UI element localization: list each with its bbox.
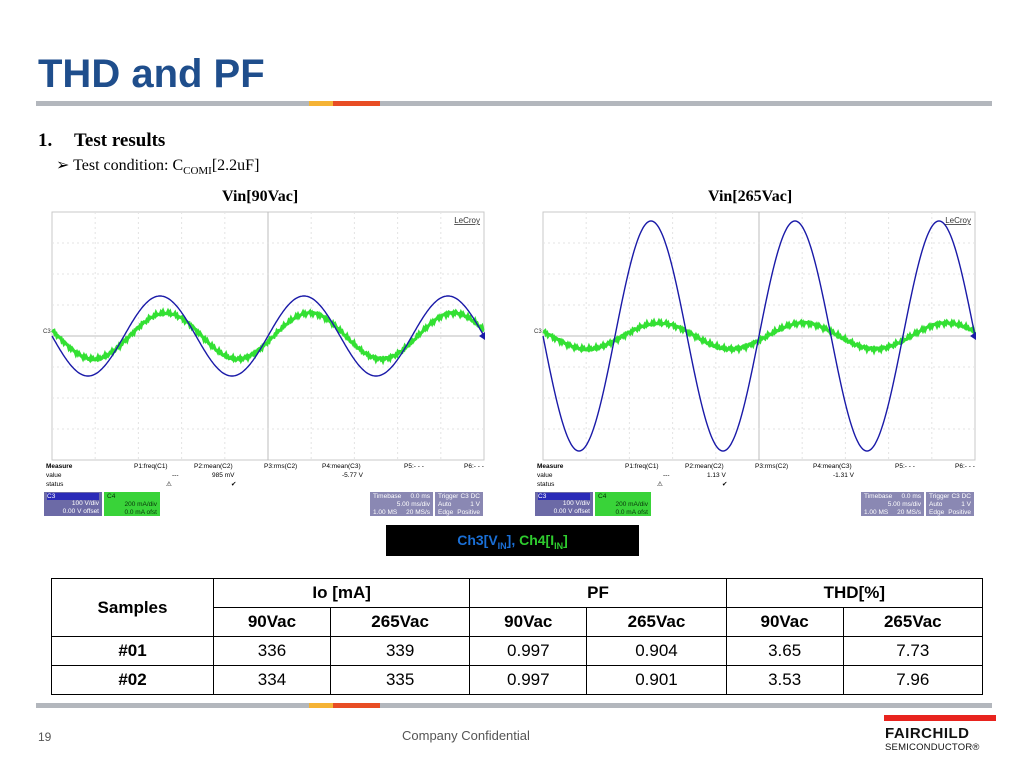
footer-rule-accent-yellow <box>309 703 333 708</box>
subheader: 265Vac <box>329 607 471 637</box>
table-cell: 3.53 <box>725 665 844 695</box>
measure-value-row: value --- 985 mV -5.77 V <box>46 472 363 479</box>
table-cell: 3.65 <box>725 636 844 666</box>
table-cell: 0.904 <box>586 636 727 666</box>
channel-ground-marker: C3 <box>534 329 542 335</box>
subheader: 90Vac <box>469 607 588 637</box>
legend-ch3: Ch3[VIN] <box>457 532 512 551</box>
measure-value-row: value --- 1.13 V -1.31 V <box>537 472 854 479</box>
sample-id: #01 <box>51 636 214 666</box>
c3-channel-box: C3 100 V/div 0.00 V offset <box>44 492 102 516</box>
table-cell: 0.997 <box>469 665 588 695</box>
voltage-trace-ch3 <box>542 220 976 452</box>
measure-status-row: status ⚠ ✔ <box>537 481 728 488</box>
condition-subscript: COMI <box>183 165 212 178</box>
caption-right: Vin[265Vac] <box>708 188 793 205</box>
legend-ch4: Ch4[IIN] <box>519 532 568 551</box>
table-row: #02 334 335 0.997 0.901 3.53 7.96 <box>51 665 984 695</box>
slide-title: THD and PF <box>38 52 265 96</box>
table-cell: 339 <box>329 636 471 666</box>
measure-panel: Measure P1:freq(C1) P2:mean(C2) P3:rms(C… <box>535 462 975 490</box>
bullet-arrow-icon: ➢ <box>56 157 70 174</box>
table-cell: 336 <box>213 636 331 666</box>
footer-rule <box>36 703 992 708</box>
timebase-box: Timebase 0.0 ms 5.00 ms/div 1.00 MS 20 MS/… <box>370 492 433 516</box>
measure-header-row: Measure P1:freq(C1) P2:mean(C2) P3:rms(C… <box>46 463 484 470</box>
table-header-row: Samples Io [mA] PF THD[%] <box>51 578 984 637</box>
subheader: 90Vac <box>213 607 331 637</box>
sample-id: #02 <box>51 665 214 695</box>
measure-header-row: Measure P1:freq(C1) P2:mean(C2) P3:rms(C… <box>537 463 975 470</box>
trigger-level-marker <box>970 332 976 340</box>
section-title: Test results <box>74 130 166 151</box>
logo-subtitle: SEMICONDUCTOR® <box>885 742 980 753</box>
subheader: 265Vac <box>842 607 984 637</box>
c3-channel-box: C3 100 V/div 0.00 V offset <box>535 492 593 516</box>
oscilloscope-capture-265vac: LeCroy C3 Measure P1:freq(C1) P2:mean(C2)… <box>533 208 976 518</box>
fairchild-logo: FAIRCHILD SEMICONDUCTOR® <box>884 713 998 755</box>
table-cell: 0.901 <box>586 665 727 695</box>
measure-status-row: status ⚠ ✔ <box>46 481 237 488</box>
test-condition: ➢ Test condition: CCOMI[2.2uF] <box>56 155 259 177</box>
table-row: #01 336 339 0.997 0.904 3.65 7.73 <box>51 636 984 666</box>
c4-channel-box: C4 200 mA/div 0.0 mA ofst <box>104 492 160 516</box>
logo-bar <box>884 715 996 721</box>
voltage-trace-ch3 <box>51 295 485 377</box>
table-cell: 335 <box>329 665 471 695</box>
title-rule <box>36 101 992 106</box>
table-cell: 7.73 <box>842 636 984 666</box>
channel-legend: Ch3[VIN], Ch4[IIN] <box>386 525 639 556</box>
scope-screen: LeCroy C3 <box>43 211 485 461</box>
condition-prefix: Test condition: C <box>73 157 184 174</box>
group-header-io: Io [mA] <box>212 578 471 608</box>
group-header-pf: PF <box>469 578 727 608</box>
page-number: 19 <box>38 730 52 744</box>
subheader: 90Vac <box>725 607 844 637</box>
trigger-box: Trigger C3 DC Auto 1 V Edge Positive <box>435 492 483 516</box>
section-number: 1. <box>38 130 53 151</box>
logo-wordmark: FAIRCHILD <box>885 725 970 742</box>
current-trace-ch4 <box>51 307 485 366</box>
measure-panel: Measure P1:freq(C1) P2:mean(C2) P3:rms(C… <box>44 462 484 490</box>
subheader: 265Vac <box>586 607 727 637</box>
trigger-level-marker <box>479 332 485 340</box>
table-cell: 0.997 <box>469 636 588 666</box>
caption-left: Vin[90Vac] <box>222 188 299 205</box>
channel-ground-marker: C3 <box>43 329 51 335</box>
table-cell: 334 <box>213 665 331 695</box>
lecroy-brand-label: LeCroy <box>945 216 971 225</box>
scope-screen: LeCroy C3 <box>534 211 976 461</box>
results-table: Samples Io [mA] PF THD[%] 90Vac 265Vac 9… <box>51 578 984 695</box>
confidential-label: Company Confidential <box>402 728 530 743</box>
title-rule-accent-yellow <box>309 101 333 106</box>
condition-suffix: [2.2uF] <box>211 157 260 174</box>
trigger-box: Trigger C3 DC Auto 1 V Edge Positive <box>926 492 974 516</box>
title-rule-accent-red <box>333 101 380 106</box>
table-cell: 7.96 <box>842 665 984 695</box>
timebase-box: Timebase 0.0 ms 5.00 ms/div 1.00 MS 20 MS/… <box>861 492 924 516</box>
lecroy-brand-label: LeCroy <box>454 216 480 225</box>
oscilloscope-capture-90vac: LeCroy C3 Measure P1:freq(C1) P2:mean(C2)… <box>42 208 485 518</box>
c4-channel-box: C4 200 mA/div 0.0 mA ofst <box>595 492 651 516</box>
group-header-thd: THD[%] <box>725 578 984 608</box>
footer-rule-accent-red <box>333 703 380 708</box>
section-heading: 1. Test results <box>38 130 165 152</box>
samples-header: Samples <box>51 578 214 637</box>
